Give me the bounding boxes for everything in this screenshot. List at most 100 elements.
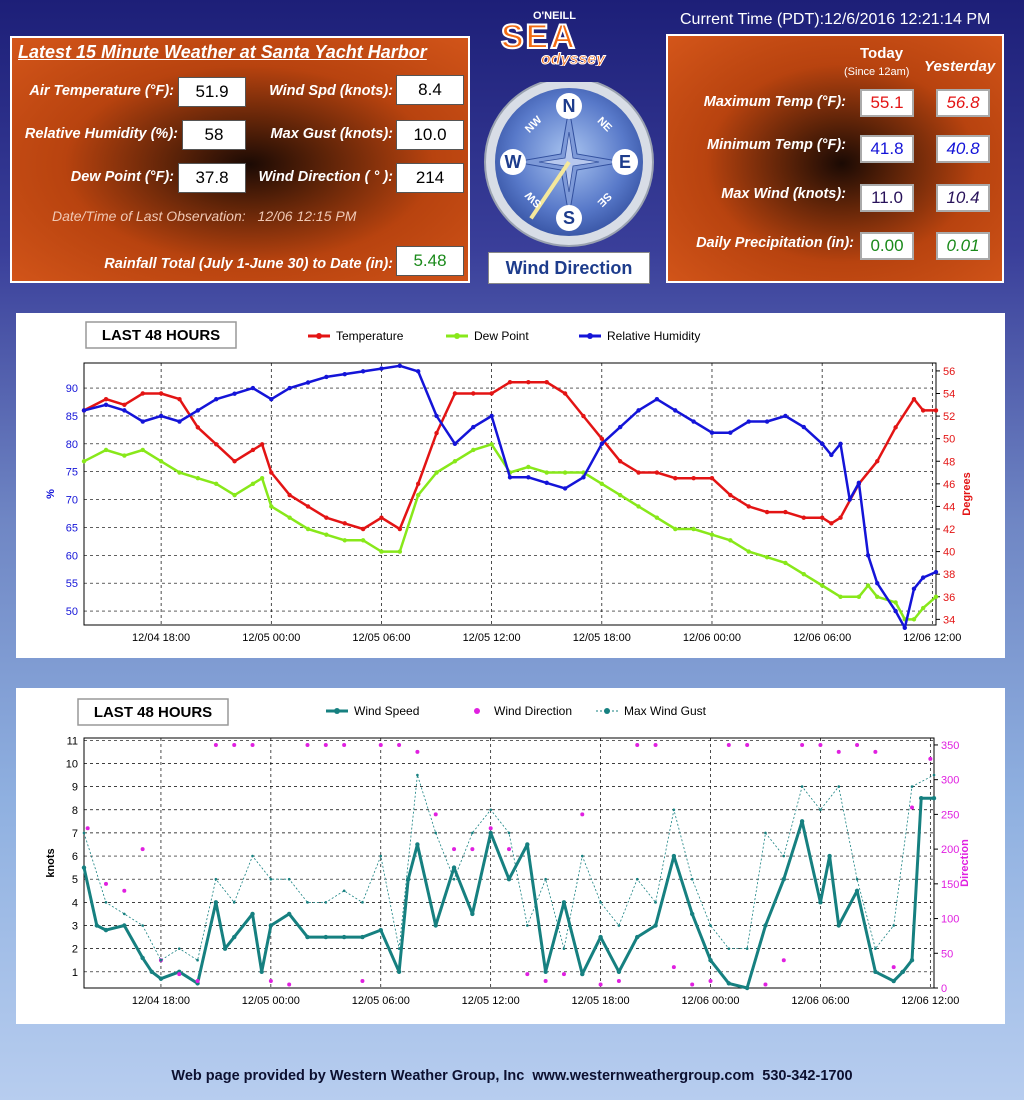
wind-spd-value: 8.4 [396, 75, 464, 105]
y-right-tick-label: 40 [943, 547, 955, 559]
data-point [360, 934, 365, 940]
legend-marker [454, 333, 460, 339]
series-line-relative-humidity [83, 364, 937, 630]
data-point [544, 877, 547, 881]
data-point [920, 408, 926, 413]
oneill-sea-odyssey-logo: O'NEILL SEA odyssey [497, 6, 647, 69]
data-point [854, 888, 860, 893]
data-point [855, 742, 860, 747]
legend-label: Wind Direction [494, 704, 572, 718]
data-point [801, 424, 806, 430]
y-left-tick-label: 85 [66, 411, 78, 423]
data-point [856, 594, 862, 599]
data-point [726, 981, 732, 986]
rainfall-label: Rainfall Total (July 1-June 30) to Date … [104, 256, 393, 272]
data-point [470, 911, 475, 917]
data-point [829, 452, 834, 458]
data-point [213, 900, 219, 905]
data-point [251, 854, 254, 858]
data-point [561, 972, 566, 977]
y-right-tick-label: 34 [943, 614, 955, 626]
data-point [269, 504, 274, 509]
data-point [636, 504, 641, 509]
data-point [305, 934, 310, 940]
data-point [599, 481, 605, 487]
x-tick-label: 12/04 18:00 [132, 632, 190, 644]
data-point [902, 625, 907, 630]
data-point [911, 617, 917, 622]
data-point [932, 773, 936, 777]
compass-e: E [619, 152, 631, 172]
compass-graphic: N S W E NE NW SE SW [484, 77, 654, 247]
data-point [874, 947, 877, 950]
data-point [933, 594, 939, 599]
data-point [829, 521, 834, 526]
data-point [361, 901, 364, 904]
legend-label: Max Wind Gust [624, 704, 707, 718]
data-point [323, 742, 328, 747]
data-point [397, 549, 403, 554]
data-point [287, 492, 292, 498]
data-point [158, 459, 164, 464]
y-right-tick-label: 350 [941, 740, 959, 752]
data-point [819, 808, 822, 812]
data-point [873, 749, 878, 754]
y-left-tick-label: 55 [66, 578, 78, 590]
y-right-axis-label: Degrees [961, 472, 973, 515]
legend-marker [587, 333, 593, 339]
data-point [893, 425, 898, 430]
data-point [617, 459, 623, 464]
data-point [875, 594, 880, 599]
data-point [269, 470, 274, 475]
precip-today: 0.00 [860, 232, 914, 260]
data-point [342, 742, 347, 747]
wind-direction-value: 214 [396, 163, 464, 193]
last-observation-time: 12/06 12:15 PM [257, 208, 357, 224]
data-point [305, 526, 311, 532]
series-line-temperature [83, 380, 936, 531]
data-point [451, 865, 457, 870]
data-point [910, 805, 915, 810]
min-temp-yesterday: 40.8 [936, 135, 990, 163]
data-point [379, 549, 384, 554]
data-point [801, 515, 806, 520]
y-right-tick-label: 54 [943, 388, 955, 400]
data-point [865, 583, 871, 588]
data-point [875, 459, 880, 464]
data-point [103, 881, 108, 886]
x-tick-label: 12/06 06:00 [791, 995, 849, 1007]
data-point [158, 413, 164, 419]
data-point [781, 877, 786, 882]
data-point [489, 808, 492, 812]
dew-point-value: 37.8 [178, 163, 246, 193]
logo-middle-text: SEA [501, 18, 577, 56]
data-point [489, 413, 494, 419]
data-point [159, 958, 163, 962]
data-point [654, 515, 660, 520]
data-point [690, 982, 695, 987]
data-point [526, 464, 531, 470]
x-tick-label: 12/05 00:00 [242, 995, 300, 1007]
data-point [103, 927, 109, 933]
data-point [122, 402, 127, 407]
data-point [900, 969, 906, 974]
max-gust-label: Max Gust (knots): [270, 126, 393, 142]
current-time: Current Time (PDT):12/6/2016 12:21:14 PM [680, 11, 991, 28]
data-point [818, 742, 823, 747]
data-point [177, 396, 182, 402]
data-point [507, 475, 513, 480]
data-point [250, 385, 256, 391]
max-temp-label: Maximum Temp (°F): [703, 94, 846, 110]
max-wind-label: Max Wind (knots): [721, 186, 846, 202]
data-point [836, 923, 841, 928]
y-right-tick-label: 42 [943, 524, 955, 536]
data-point [933, 569, 939, 575]
data-point [526, 924, 529, 927]
max-gust-value: 10.0 [396, 120, 464, 150]
data-point [918, 795, 924, 801]
data-point [122, 408, 127, 413]
data-point [599, 901, 602, 904]
data-point [654, 397, 660, 402]
data-point [617, 924, 621, 927]
data-point [856, 480, 862, 486]
